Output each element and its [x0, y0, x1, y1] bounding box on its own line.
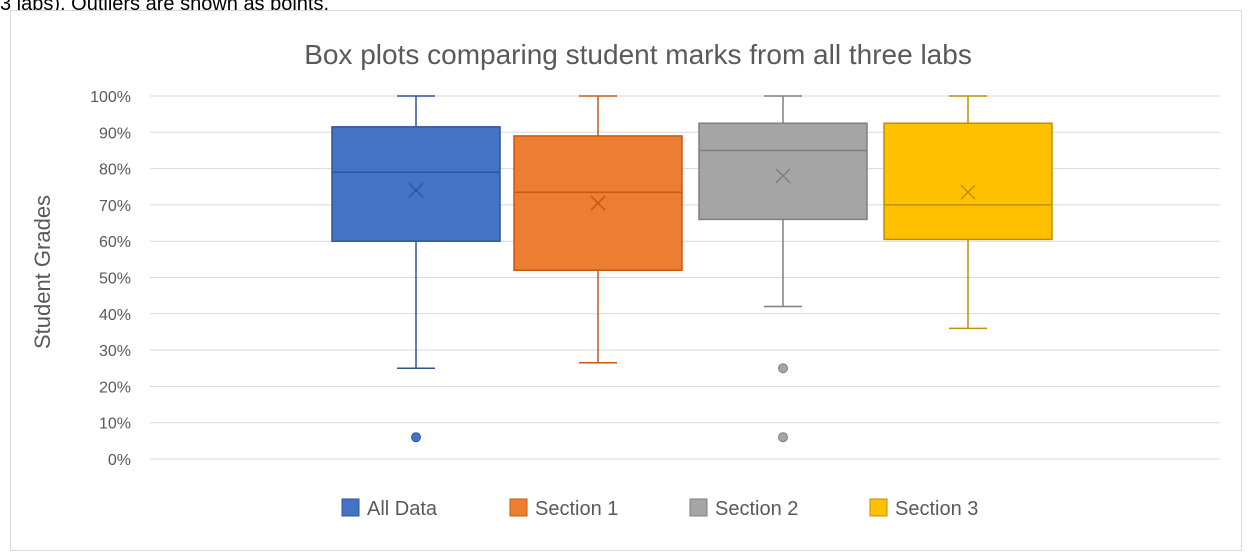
y-tick-label: 0% [108, 452, 131, 469]
y-tick-label: 70% [99, 198, 131, 215]
legend-swatch [341, 498, 360, 517]
box-section-2 [698, 95, 868, 443]
legend-item: All Data [341, 498, 438, 520]
legend-label: Section 3 [895, 498, 978, 520]
gridlines [150, 95, 1220, 460]
iqr-box [331, 126, 501, 242]
legend-label: Section 1 [535, 498, 618, 520]
y-tick-label: 30% [99, 343, 131, 360]
box-section-3 [883, 95, 1053, 330]
iqr-box [698, 122, 868, 221]
legend-swatch [509, 498, 528, 517]
legend-item: Section 2 [689, 498, 798, 520]
mean-marker [960, 184, 976, 200]
legend-swatch [689, 498, 708, 517]
y-tick-label: 20% [99, 379, 131, 396]
y-tick-label: 100% [90, 89, 131, 106]
y-tick-label: 10% [99, 416, 131, 433]
y-tick-label: 50% [99, 271, 131, 288]
legend: All Data Section 1 Section 2 Section 3 [341, 498, 978, 520]
y-tick-label: 90% [99, 125, 131, 142]
y-tick-label: 60% [99, 234, 131, 251]
y-tick-label: 40% [99, 307, 131, 324]
y-tick-labels: 0% 10% 20% 30% 40% 50% 60% 70% 80% 90% 100% [90, 89, 131, 469]
iqr-box [883, 122, 1053, 241]
y-tick-label: 80% [99, 162, 131, 179]
chart-frame [10, 10, 1242, 551]
box-group [331, 95, 1053, 443]
legend-swatch [869, 498, 888, 517]
legend-item: Section 1 [509, 498, 618, 520]
outlier-point [778, 432, 788, 443]
legend-label: All Data [367, 498, 438, 520]
legend-label: Section 2 [715, 498, 798, 520]
y-axis-title: Student Grades [30, 195, 55, 349]
outlier-point [411, 432, 421, 443]
box-section-1 [513, 95, 683, 364]
outlier-point [778, 363, 788, 374]
mean-marker [408, 182, 424, 198]
mean-marker [590, 195, 606, 211]
legend-item: Section 3 [869, 498, 978, 520]
box-all-data [331, 95, 501, 443]
mean-marker [775, 168, 791, 184]
chart-title: Box plots comparing student marks from a… [304, 39, 972, 70]
